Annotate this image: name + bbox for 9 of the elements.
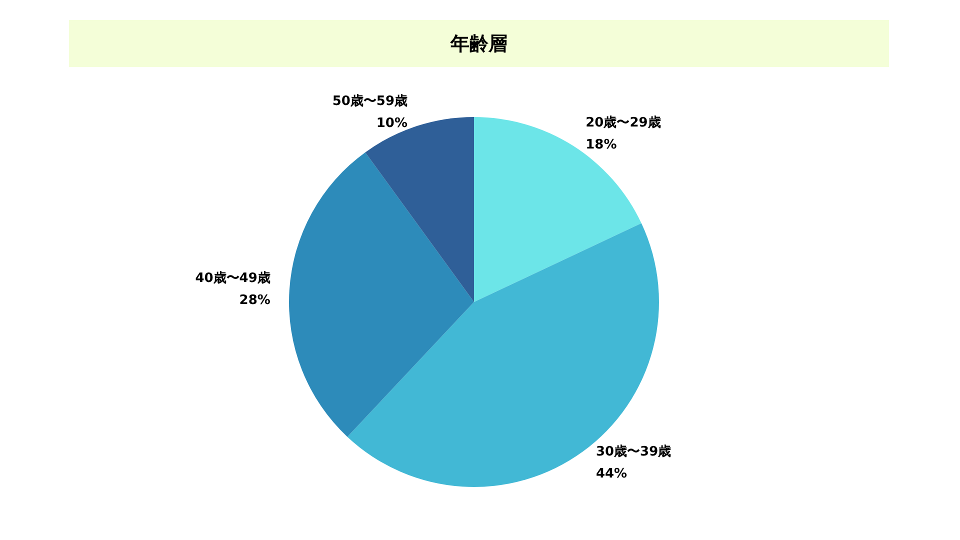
chart-title: 年齢層 bbox=[69, 20, 889, 67]
data-label: 18% bbox=[586, 137, 617, 152]
slice-label: 30歳〜39歳 bbox=[596, 444, 672, 460]
slice-label: 50歳〜59歳 bbox=[332, 94, 408, 110]
data-label: 10% bbox=[376, 116, 408, 132]
data-label: 44% bbox=[596, 466, 628, 482]
data-label: 28% bbox=[239, 293, 270, 308]
slice-label: 20歳〜29歳 bbox=[586, 115, 661, 130]
slice-label: 40歳〜49歳 bbox=[195, 271, 270, 286]
